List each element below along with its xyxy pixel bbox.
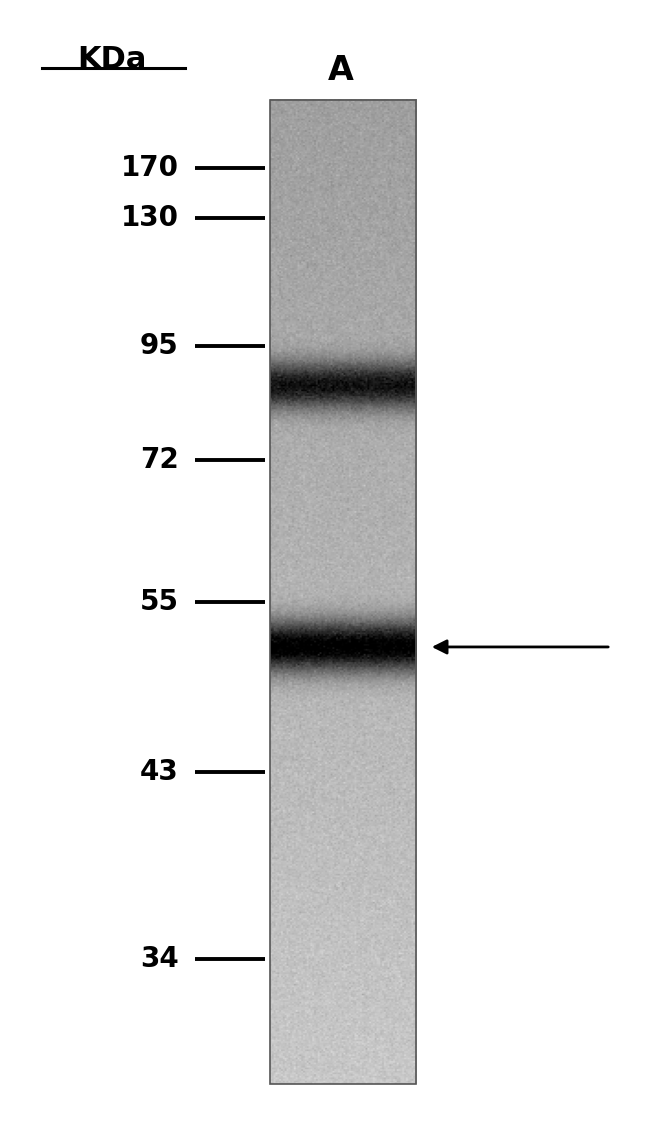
Text: 72: 72 [140,446,179,473]
Text: A: A [328,54,354,87]
Text: 170: 170 [121,154,179,182]
Text: 34: 34 [140,945,179,973]
Text: 95: 95 [140,333,179,360]
Text: 55: 55 [140,588,179,615]
Bar [270,100,416,1084]
Text: 130: 130 [121,204,179,232]
Text: KDa: KDa [77,45,146,75]
Text: 43: 43 [140,758,179,785]
